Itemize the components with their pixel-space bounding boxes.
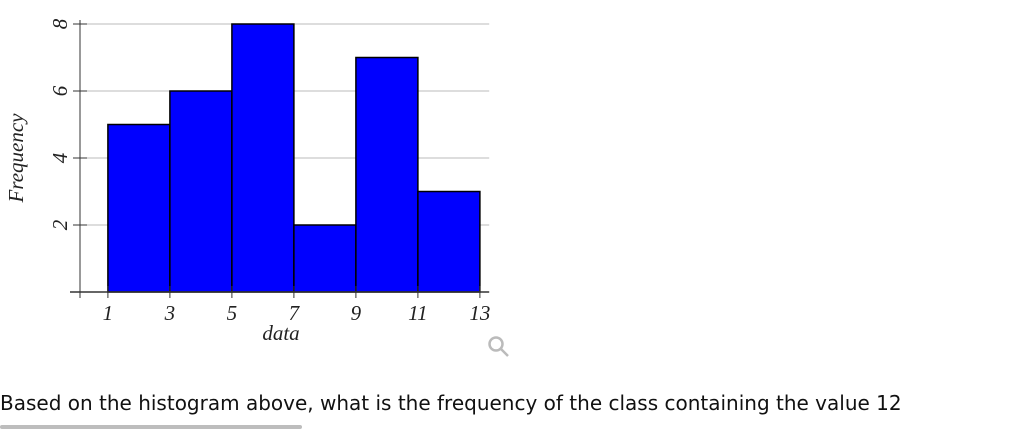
y-tick-label: 8 bbox=[48, 18, 72, 29]
bar bbox=[293, 224, 357, 293]
bar bbox=[107, 123, 171, 293]
bar bbox=[355, 56, 419, 293]
scrollbar[interactable] bbox=[0, 425, 302, 429]
bar bbox=[231, 23, 295, 293]
x-tick-label: 3 bbox=[164, 301, 176, 325]
y-tick-label: 2 bbox=[48, 219, 72, 230]
y-axis-label: Frequency bbox=[4, 113, 28, 204]
bar bbox=[169, 90, 233, 293]
x-tick-label: 13 bbox=[469, 301, 490, 325]
x-tick-label: 9 bbox=[351, 301, 362, 325]
x-tick-label: 1 bbox=[103, 301, 114, 325]
question-text: Based on the histogram above, what is th… bbox=[0, 391, 902, 415]
x-tick-label: 11 bbox=[408, 301, 427, 325]
y-tick-label: 4 bbox=[48, 152, 72, 163]
y-tick-label: 6 bbox=[48, 85, 72, 96]
x-axis-label: data bbox=[262, 321, 299, 345]
zoom-icon[interactable] bbox=[488, 336, 509, 357]
x-tick-label: 5 bbox=[227, 301, 238, 325]
x-tick-label: 7 bbox=[289, 301, 301, 325]
bar bbox=[417, 190, 481, 293]
